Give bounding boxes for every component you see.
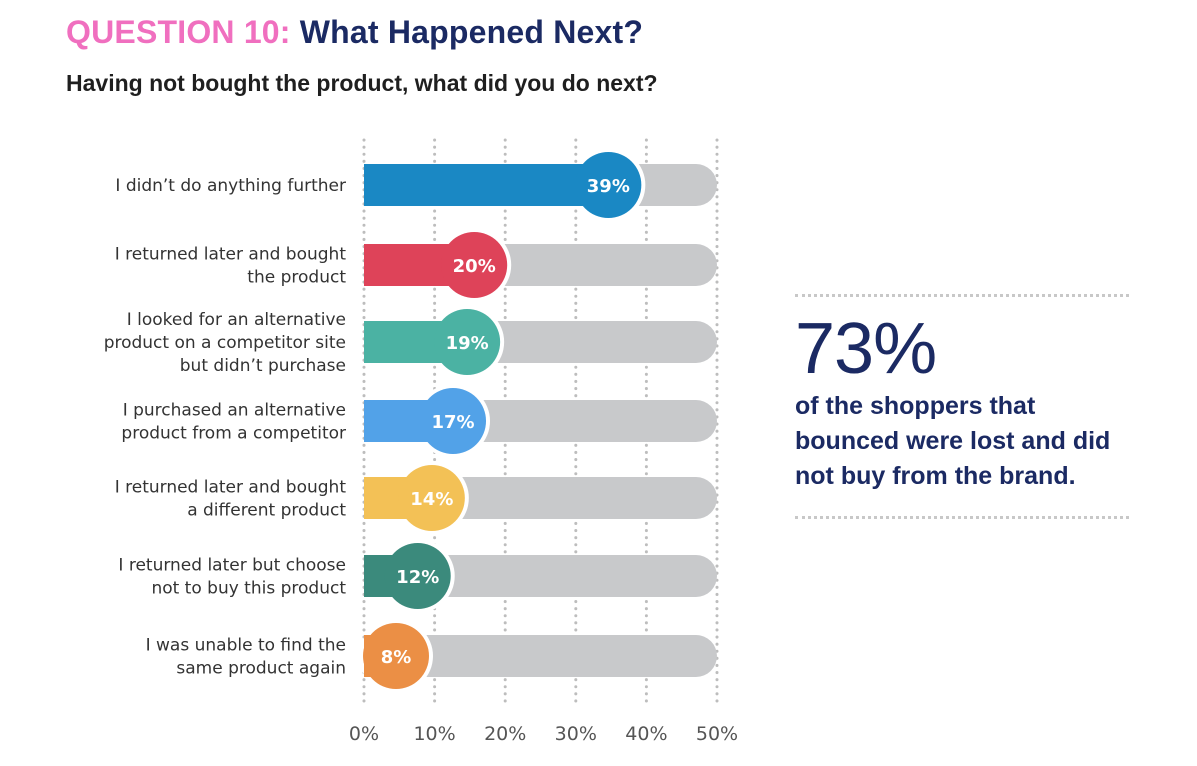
callout-divider-top xyxy=(795,294,1129,297)
callout-stat: 73% xyxy=(795,309,937,389)
callout-divider-bottom xyxy=(795,516,1129,519)
callout-box: 73% of the shoppers that bounced were lo… xyxy=(795,294,1129,519)
value-bubble xyxy=(441,232,508,298)
category-label: I returned later and bought the product xyxy=(115,245,347,288)
category-label-line: I returned later and bought xyxy=(115,245,347,265)
x-axis-ticks: 0% 10% 20% 30% 40% 50% xyxy=(349,723,738,745)
value-label: 14% xyxy=(410,489,453,510)
value-label: 17% xyxy=(431,412,474,433)
category-label: I purchased an alternative product from a… xyxy=(121,401,346,444)
value-label: 19% xyxy=(446,333,489,354)
category-label: I looked for an alternative product on a … xyxy=(104,310,346,376)
category-label: I returned later and bought a different p… xyxy=(115,478,347,521)
x-tick-label: 50% xyxy=(696,723,738,745)
value-label: 20% xyxy=(453,256,496,277)
category-label-line: but didn’t purchase xyxy=(180,356,346,376)
value-label: 39% xyxy=(587,176,630,197)
value-label: 12% xyxy=(396,567,439,588)
category-label-line: I returned later and bought xyxy=(115,478,347,498)
bar-chart: 39% 20% 19% 17% 14% 12% 8% I didn’t do anythin… xyxy=(104,138,738,745)
x-tick-label: 40% xyxy=(625,723,667,745)
category-labels: I didn’t do anything further I returned l… xyxy=(104,176,347,679)
value-bubble xyxy=(398,465,465,531)
category-label-line: product from a competitor xyxy=(121,424,346,444)
bar-track xyxy=(364,635,717,677)
category-label-line: I was unable to find the xyxy=(146,636,346,656)
category-label: I was unable to find the same product aga… xyxy=(146,636,346,679)
value-label: 8% xyxy=(381,647,412,668)
category-label-line: product on a competitor site xyxy=(104,333,346,353)
category-label-line: I didn’t do anything further xyxy=(115,176,346,196)
bars: 39% 20% 19% 17% 14% 12% 8% xyxy=(359,148,717,693)
value-bubble xyxy=(363,623,429,689)
category-label-line: a different product xyxy=(187,501,346,521)
category-label-line: the product xyxy=(247,268,346,288)
category-label-line: same product again xyxy=(176,659,346,679)
value-bubble xyxy=(420,388,487,454)
question-subtitle: Having not bought the product, what did … xyxy=(66,70,658,96)
x-tick-label: 30% xyxy=(555,723,597,745)
callout-text: of the shoppers that bounced were lost a… xyxy=(795,392,1111,490)
category-label: I returned later but choose not to buy th… xyxy=(118,556,346,599)
question-number: QUESTION 10: xyxy=(66,14,291,50)
x-tick-label: 10% xyxy=(413,723,455,745)
x-tick-label: 20% xyxy=(484,723,526,745)
category-label: I didn’t do anything further xyxy=(115,176,346,196)
bar-fill-overlay xyxy=(364,164,609,206)
category-label-line: not to buy this product xyxy=(151,579,346,599)
x-tick-label: 0% xyxy=(349,723,379,745)
category-label-line: I returned later but choose xyxy=(118,556,346,576)
value-bubble xyxy=(575,152,642,218)
value-bubble xyxy=(384,543,451,609)
value-bubble xyxy=(434,309,501,375)
category-label-line: I purchased an alternative xyxy=(123,401,346,421)
question-title: What Happened Next? xyxy=(299,14,644,50)
page-title: QUESTION 10: What Happened Next? xyxy=(66,14,643,51)
category-label-line: I looked for an alternative xyxy=(127,310,346,330)
